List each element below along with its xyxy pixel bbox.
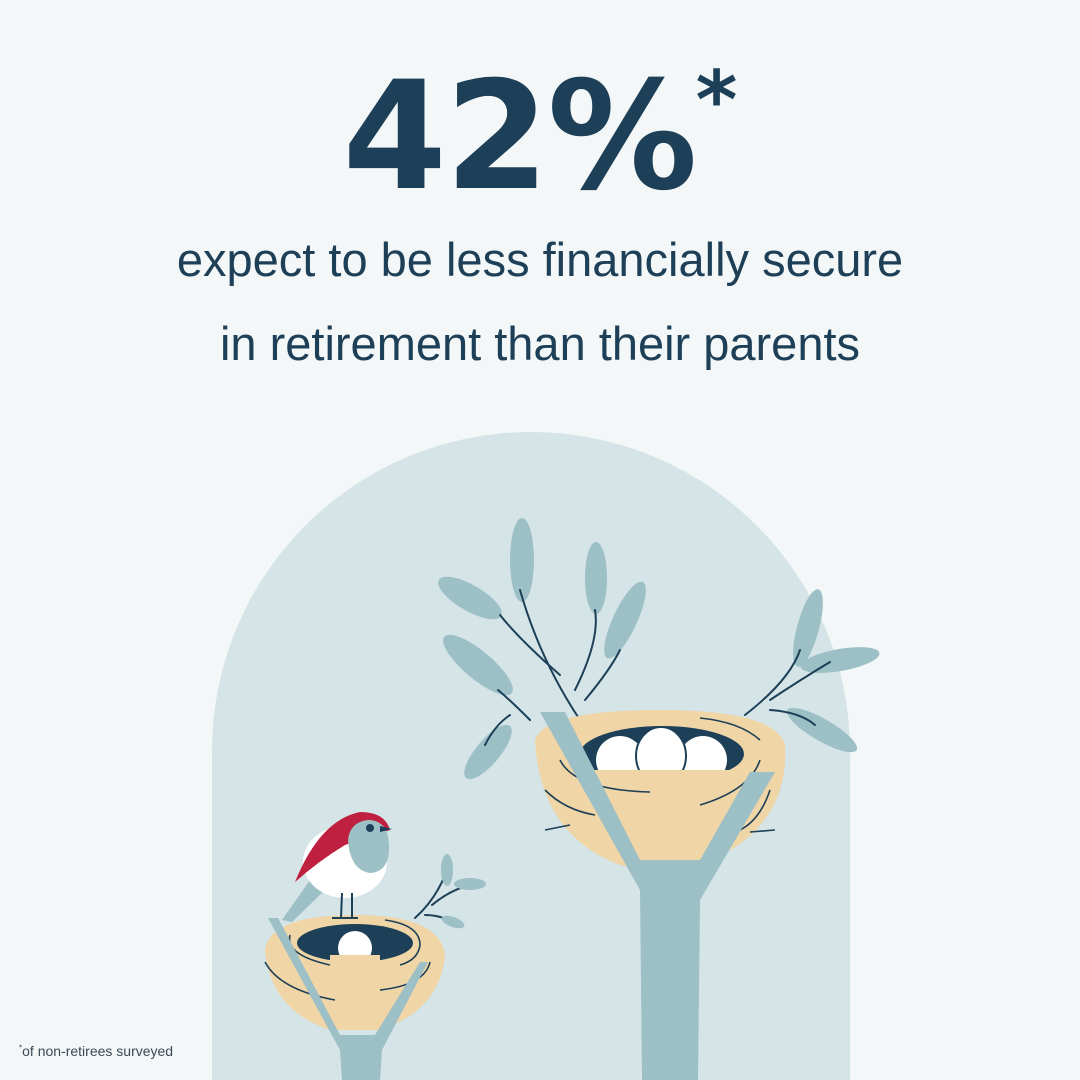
subtitle-line-1: expect to be less financially secure bbox=[176, 233, 904, 286]
footnote-marker: * bbox=[19, 1043, 23, 1053]
headline-stat: 42%* bbox=[0, 54, 1080, 212]
headline-value: 42% bbox=[342, 50, 698, 224]
big-branch-leaves bbox=[438, 518, 880, 780]
big-tree-trunk bbox=[540, 712, 775, 1080]
headline-asterisk: * bbox=[695, 54, 738, 147]
subtitle: expect to be less financially secure in … bbox=[0, 218, 1080, 386]
footnote-text: of non-retirees surveyed bbox=[22, 1043, 174, 1059]
small-tree-trunk bbox=[268, 918, 428, 1080]
footnote: *of non-retirees surveyed bbox=[19, 1043, 173, 1059]
subtitle-line-2: in retirement than their parents bbox=[219, 317, 861, 370]
small-nest-leaves bbox=[441, 854, 486, 929]
bird bbox=[282, 812, 392, 922]
